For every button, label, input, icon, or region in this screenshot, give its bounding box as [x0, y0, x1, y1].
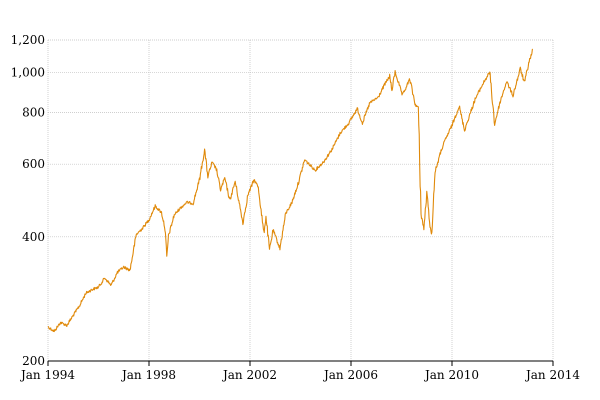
- y-tick-label: 200: [22, 354, 45, 368]
- y-tick-label: 1,000: [11, 66, 45, 80]
- axes: [47, 360, 554, 366]
- x-tick-label: Jan 2002: [221, 368, 277, 382]
- y-tick-label: 400: [22, 230, 45, 244]
- price-series-line: [47, 48, 533, 333]
- x-tick-label: Jan 1998: [120, 368, 176, 382]
- x-tick-label: Jan 2014: [524, 368, 580, 382]
- y-tick-label: 1,200: [11, 33, 45, 47]
- grid: [47, 39, 554, 362]
- x-tick-label: Jan 2010: [423, 368, 479, 382]
- y-tick-label: 800: [22, 106, 45, 120]
- y-tick-label: 600: [22, 157, 45, 171]
- series: [47, 48, 533, 333]
- x-tick-label: Jan 2006: [322, 368, 378, 382]
- tick-labels: 200 400 600 800 1,000 1,200 Jan 1994 Jan 1998 Ja…: [11, 33, 581, 382]
- x-tick-label: Jan 1994: [19, 368, 75, 382]
